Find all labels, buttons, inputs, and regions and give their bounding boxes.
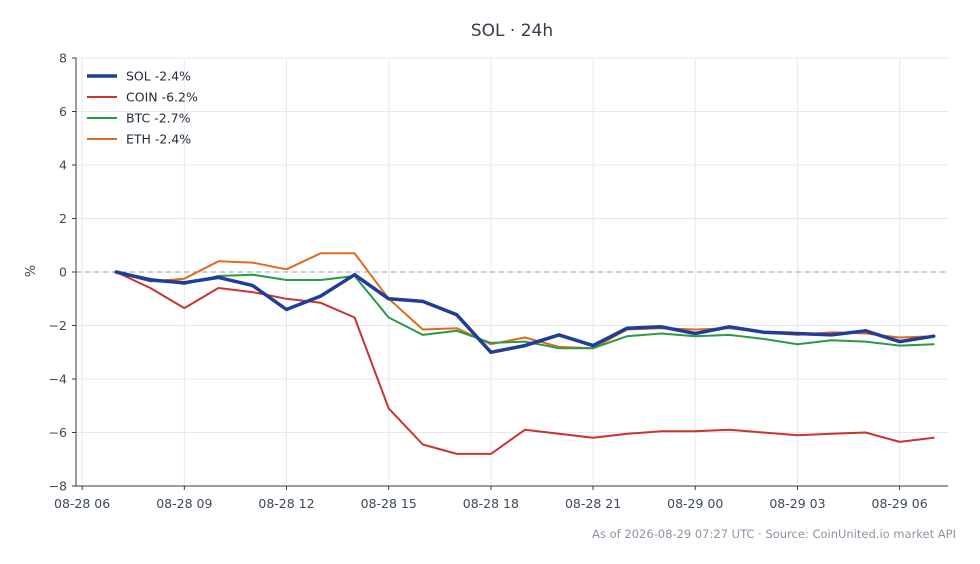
y-tick-label: 2 bbox=[59, 211, 67, 226]
y-axis-label: % bbox=[24, 265, 39, 277]
x-tick-label: 08-28 18 bbox=[463, 496, 519, 511]
y-tick-label: 4 bbox=[59, 158, 67, 173]
x-tick-label: 08-29 00 bbox=[667, 496, 723, 511]
series-line-btc bbox=[115, 271, 935, 350]
series-line-coin bbox=[115, 271, 935, 455]
series-line-sol bbox=[114, 270, 936, 355]
y-tick-label: 8 bbox=[59, 51, 67, 66]
y-tick-label: 0 bbox=[59, 265, 67, 280]
x-tick-label: 08-28 06 bbox=[54, 496, 110, 511]
footer-source-note: As of 2026-08-29 07:27 UTC · Source: Coi… bbox=[592, 527, 956, 541]
y-tick-label: 6 bbox=[59, 104, 67, 119]
x-tick-label: 08-28 21 bbox=[565, 496, 621, 511]
legend-label: ETH -2.4% bbox=[126, 132, 191, 147]
legend-label: COIN -6.2% bbox=[126, 90, 198, 105]
legend-label: BTC -2.7% bbox=[126, 111, 191, 126]
x-tick-label: 08-29 06 bbox=[872, 496, 928, 511]
y-tick-label: −4 bbox=[49, 372, 67, 387]
y-tick-label: −6 bbox=[49, 425, 67, 440]
legend-label: SOL -2.4% bbox=[126, 69, 191, 84]
y-tick-label: −8 bbox=[49, 479, 67, 494]
x-tick-label: 08-28 15 bbox=[361, 496, 417, 511]
x-tick-label: 08-28 12 bbox=[258, 496, 314, 511]
x-tick-label: 08-28 09 bbox=[156, 496, 212, 511]
chart-title: SOL · 24h bbox=[471, 21, 553, 41]
y-tick-label: −2 bbox=[49, 318, 67, 333]
x-tick-label: 08-29 03 bbox=[769, 496, 825, 511]
